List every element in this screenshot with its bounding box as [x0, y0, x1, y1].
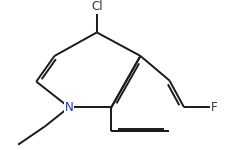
- Text: N: N: [64, 101, 73, 114]
- Text: F: F: [210, 101, 216, 114]
- Text: Cl: Cl: [91, 0, 102, 13]
